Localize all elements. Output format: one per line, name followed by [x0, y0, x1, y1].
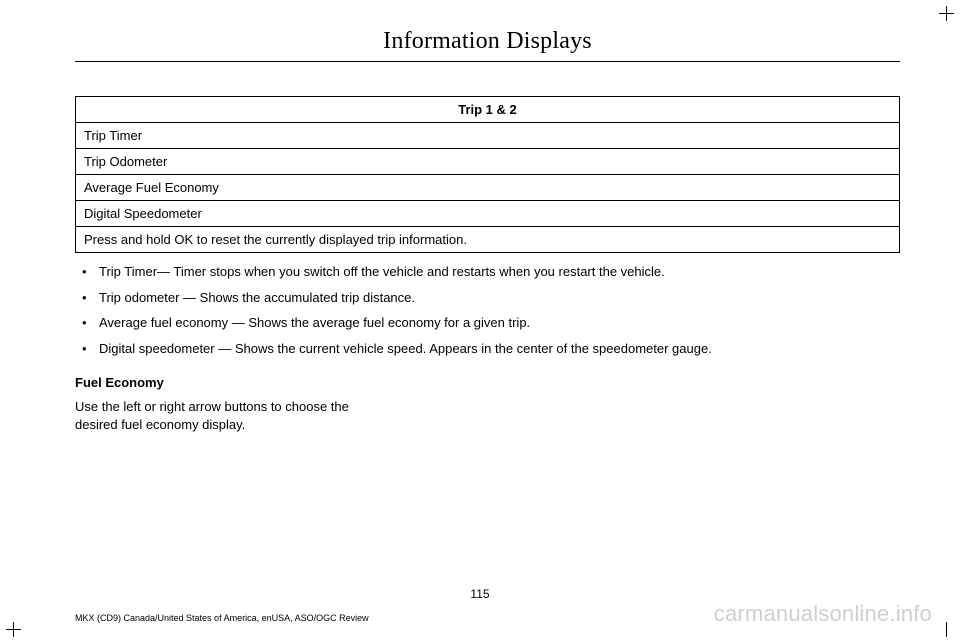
- table-row: Average Fuel Economy: [76, 175, 900, 201]
- trip-table: Trip 1 & 2 Trip Timer Trip Odometer Aver…: [75, 96, 900, 253]
- page-container: Information Displays Trip 1 & 2 Trip Tim…: [0, 0, 960, 643]
- table-row: Digital Speedometer: [76, 201, 900, 227]
- page-number: 115: [0, 587, 960, 601]
- page-title: Information Displays: [75, 28, 900, 55]
- table-row: Trip Timer: [76, 123, 900, 149]
- list-item: Average fuel economy — Shows the average…: [75, 314, 900, 332]
- section-body: Use the left or right arrow buttons to c…: [75, 398, 395, 434]
- table-header: Trip 1 & 2: [76, 97, 900, 123]
- watermark: carmanualsonline.info: [714, 601, 932, 627]
- notes-list: Trip Timer— Timer stops when you switch …: [75, 263, 900, 357]
- list-item: Trip Timer— Timer stops when you switch …: [75, 263, 900, 281]
- table-row: Press and hold OK to reset the currently…: [76, 227, 900, 253]
- header-divider: [75, 61, 900, 62]
- list-item: Digital speedometer — Shows the current …: [75, 340, 900, 358]
- footer-meta: MKX (CD9) Canada/United States of Americ…: [75, 613, 369, 623]
- table-row: Trip Odometer: [76, 149, 900, 175]
- section-heading: Fuel Economy: [75, 375, 900, 390]
- list-item: Trip odometer — Shows the accumulated tr…: [75, 289, 900, 307]
